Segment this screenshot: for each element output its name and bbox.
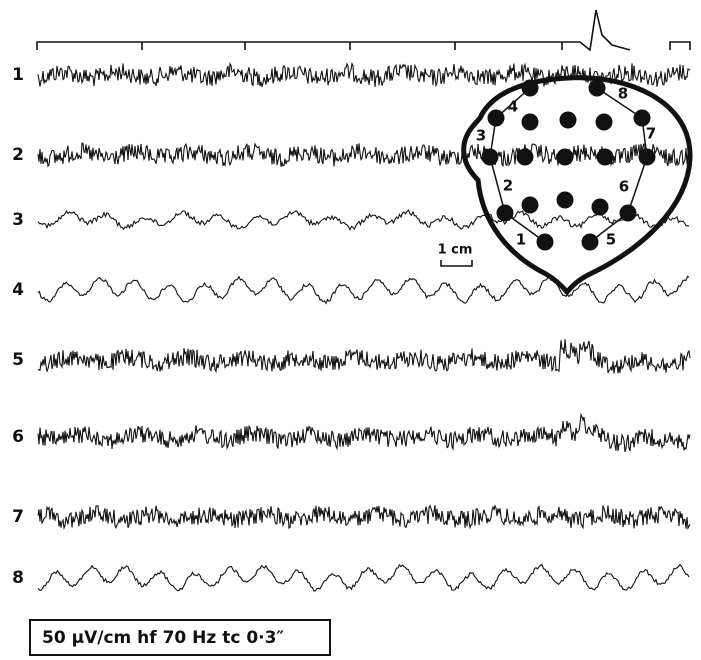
electrode (639, 149, 656, 166)
eeg-trace (38, 415, 690, 452)
channel-label: 7 (12, 507, 24, 527)
channel-label: 3 (12, 210, 24, 230)
scale-bar (441, 260, 472, 266)
electrode (482, 149, 499, 166)
electrode (596, 114, 613, 131)
eeg-figure: 12345678 1 cm 50 μV/cm hf 70 Hz tc 0·3″ … (0, 0, 701, 660)
channel-label: 2 (12, 145, 24, 165)
electrode-label: 7 (646, 125, 656, 143)
channel-label: 4 (12, 280, 24, 300)
eeg-trace (38, 210, 689, 230)
eeg-trace (38, 276, 689, 303)
channel-label: 8 (12, 568, 24, 588)
electrode (597, 149, 614, 166)
time-marker (37, 10, 690, 50)
electrode (517, 149, 534, 166)
channel-label: 5 (12, 350, 24, 370)
electrode-label: 3 (476, 127, 486, 145)
electrode (522, 114, 539, 131)
electrode (582, 234, 599, 251)
electrode (522, 197, 539, 214)
electrode (557, 192, 574, 209)
traces (38, 63, 690, 591)
electrode (592, 199, 609, 216)
eeg-trace (38, 565, 689, 592)
electrode (497, 205, 514, 222)
electrode (557, 149, 574, 166)
electrode (589, 80, 606, 97)
eeg-trace (38, 339, 690, 373)
channel-label: 6 (12, 427, 24, 447)
electrode (522, 80, 539, 97)
electrode (537, 234, 554, 251)
electrode (488, 110, 505, 127)
electrode-label: 6 (619, 178, 629, 196)
scale-label: 1 cm (438, 243, 473, 258)
channel-label: 1 (12, 65, 24, 85)
electrode-label: 1 (516, 231, 526, 249)
electrode-label: 2 (503, 177, 513, 195)
caption: 50 μV/cm hf 70 Hz tc 0·3″ (42, 628, 284, 648)
eeg-trace (38, 505, 690, 529)
electrode-label: 4 (508, 98, 518, 116)
electrode (560, 112, 577, 129)
electrode-label: 5 (606, 231, 616, 249)
electrode-label: 8 (618, 85, 628, 103)
electrode (620, 205, 637, 222)
eeg-trace (38, 143, 690, 167)
